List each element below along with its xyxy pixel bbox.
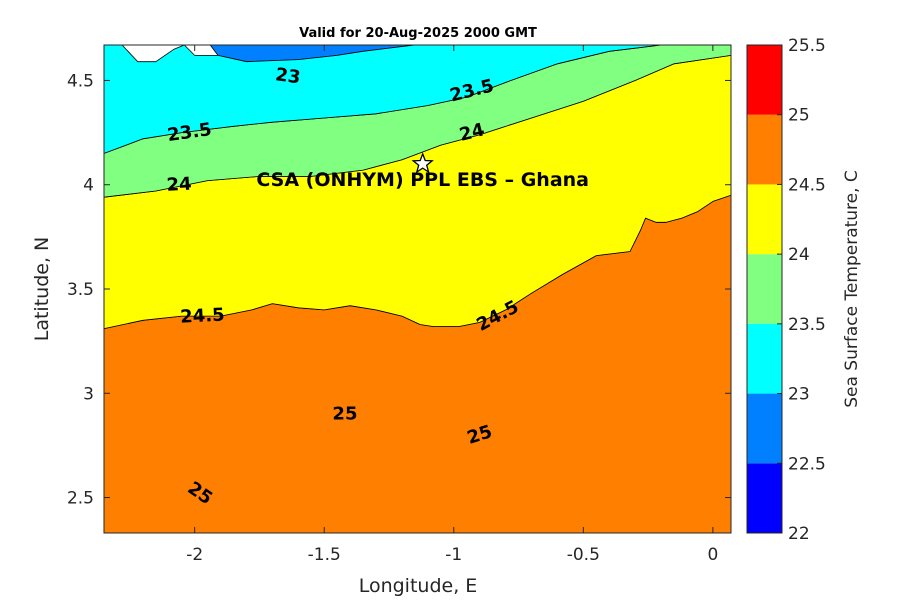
colorbar-segment [747,114,782,185]
colorbar-tick-label: 22.5 [788,454,826,474]
site-star [411,152,434,174]
colorbar-segment [747,45,782,115]
x-axis-label: Longitude, E [359,575,478,597]
chart-title: Valid for 20-Aug-2025 2000 GMT [299,26,537,41]
colorbar-tick-label: 25 [788,106,810,126]
contour-band-23-23.5-0 [104,45,662,154]
site-annotation: CSA (ONHYM) PPL EBS – Ghana [256,169,589,191]
colorbar-label: Sea Surface Temperature, C [842,170,862,408]
x-tick-label: 0 [707,545,718,565]
y-tick-label: 4 [83,176,94,196]
y-axis-ticks: 2.5 3 3.5 4 4.5 [67,71,731,509]
y-tick-label: 3.5 [67,280,94,300]
colorbar-segment [747,254,782,324]
y-tick-label: 2.5 [67,489,94,509]
colorbar-tick-label: 24 [788,245,810,265]
x-axis-ticks: -2 -1.5 -1 -0.5 0 [186,45,718,565]
colorbar-tick-label: 23 [788,385,810,405]
y-tick-label: 4.5 [67,71,94,91]
colorbar-frame [746,44,783,534]
contour-label-0: 23 [274,64,302,88]
contour-fills [104,45,731,533]
colorbar-segment [747,184,782,255]
contour-label-3: 24 [166,174,192,196]
colorbar-tick-label: 25.5 [788,36,826,56]
x-tick-label: -0.5 [567,545,600,565]
colorbar-segment [747,393,782,464]
y-axis-label: Latitude, N [31,237,53,342]
y-tick-label: 3 [83,384,94,404]
colorbar-tick-label: 22 [788,524,810,544]
contour-label-7: 25 [332,404,357,425]
colorbar: 22 22.5 23 23.5 24 24.5 25 25.5 [746,36,826,544]
x-tick-label: -2 [186,545,203,565]
colorbar-tick-label: 23.5 [788,315,826,335]
x-tick-label: -1.5 [308,545,341,565]
site-marker [411,152,434,174]
colorbar-segment [747,463,782,533]
x-tick-label: -1 [445,545,462,565]
colorbar-segment [747,323,782,394]
colorbar-tick-label: 24.5 [788,175,826,195]
contour-label-5: 24.5 [180,304,225,327]
